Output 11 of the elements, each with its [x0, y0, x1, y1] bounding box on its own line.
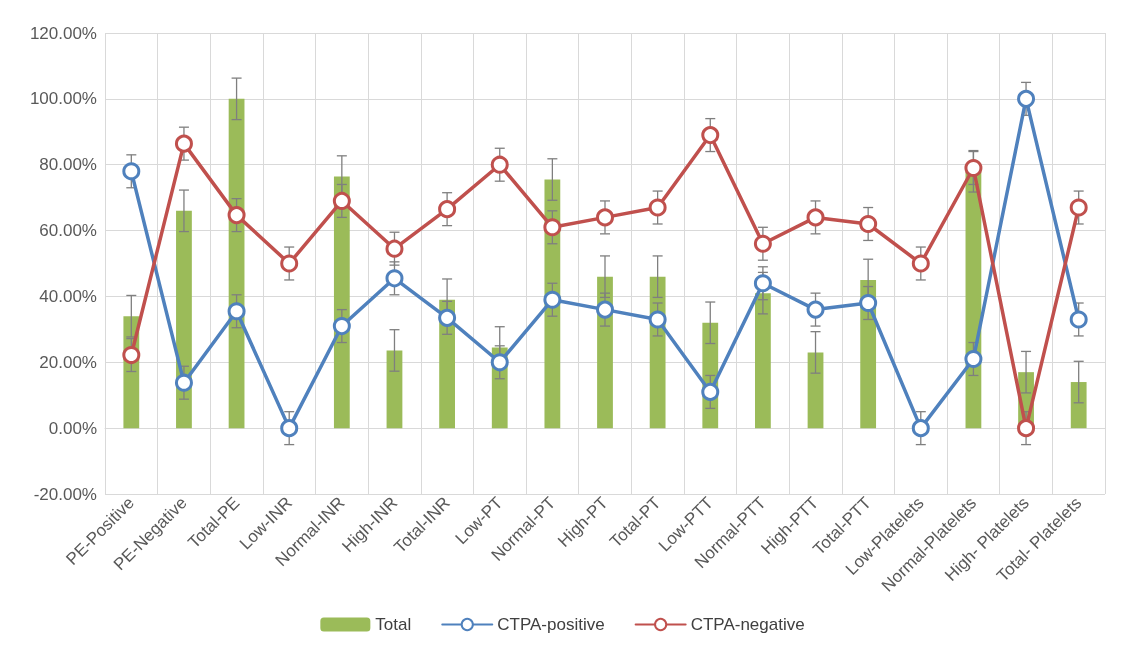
legend-label: CTPA-negative — [690, 615, 805, 634]
y-tick-label: 0.00% — [48, 418, 97, 438]
y-tick-label: 60.00% — [39, 221, 97, 241]
legend-label: CTPA-positive — [497, 615, 605, 634]
y-tick-label: 120.00% — [29, 23, 97, 43]
legend-label: Total — [375, 615, 412, 634]
y-tick-label: -20.00% — [33, 484, 97, 504]
y-tick-label: 20.00% — [39, 352, 97, 372]
y-tick-label: 80.00% — [39, 155, 97, 175]
y-tick-label: 40.00% — [39, 286, 97, 306]
y-tick-label: 100.00% — [29, 89, 97, 109]
